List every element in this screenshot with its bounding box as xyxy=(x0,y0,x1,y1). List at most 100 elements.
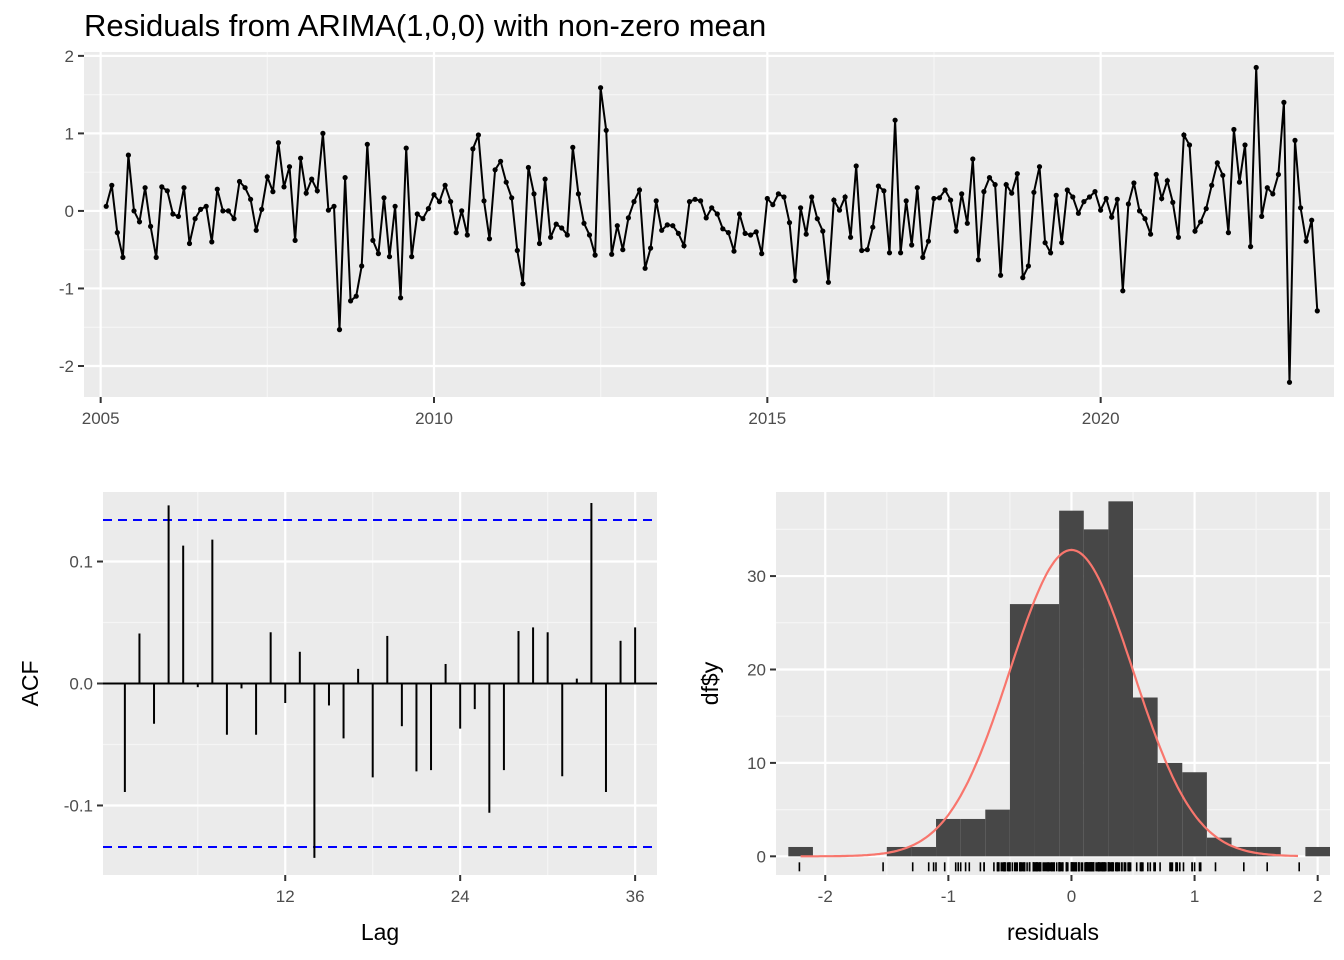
data-point xyxy=(514,247,520,254)
data-point xyxy=(392,203,398,209)
data-point xyxy=(459,208,465,214)
histogram-bar xyxy=(985,809,1010,857)
data-point xyxy=(1098,207,1104,213)
histogram-bar xyxy=(1133,697,1158,857)
data-point xyxy=(553,221,559,227)
data-point xyxy=(103,203,109,209)
data-point xyxy=(220,208,226,214)
data-point xyxy=(1225,230,1231,236)
data-point xyxy=(759,251,765,257)
data-point xyxy=(775,191,782,197)
data-point xyxy=(1014,171,1020,177)
plot-panel xyxy=(84,52,1334,397)
data-point xyxy=(231,216,237,222)
data-point xyxy=(498,158,504,164)
data-point xyxy=(248,196,254,202)
data-point xyxy=(970,156,976,162)
x-tick-label: 2 xyxy=(1313,887,1322,906)
data-point xyxy=(1314,308,1320,314)
data-point xyxy=(748,232,754,238)
data-point xyxy=(503,179,509,185)
data-point xyxy=(1275,171,1281,178)
data-point xyxy=(1081,199,1087,205)
y-tick-label: 0 xyxy=(757,847,766,866)
data-point xyxy=(1198,219,1204,225)
data-point xyxy=(1120,288,1126,294)
data-point xyxy=(1109,214,1115,220)
data-point xyxy=(520,281,526,287)
data-point xyxy=(636,187,643,193)
data-point xyxy=(709,205,715,211)
data-point xyxy=(1020,275,1026,281)
x-tick-label: 2005 xyxy=(82,409,120,428)
data-point xyxy=(936,195,943,201)
data-point xyxy=(1264,185,1270,191)
data-point xyxy=(564,232,570,238)
y-tick-label: -2 xyxy=(59,357,74,376)
data-point xyxy=(586,232,593,238)
data-point xyxy=(614,223,620,229)
data-point xyxy=(142,185,148,191)
data-point xyxy=(375,251,381,257)
data-point xyxy=(631,199,637,205)
data-point xyxy=(875,183,882,189)
data-point xyxy=(914,185,920,191)
data-point xyxy=(1209,182,1215,188)
data-point xyxy=(942,187,948,193)
data-point xyxy=(842,194,848,200)
histogram-bar xyxy=(960,818,986,857)
data-point xyxy=(781,194,787,200)
y-tick-label: 0 xyxy=(65,202,74,221)
data-point xyxy=(964,220,970,226)
data-point xyxy=(653,198,659,204)
data-point xyxy=(831,197,837,203)
x-tick-label: 36 xyxy=(626,887,645,906)
data-point xyxy=(1025,263,1031,269)
data-point xyxy=(475,132,481,138)
data-point xyxy=(786,220,793,226)
histogram-bar xyxy=(886,846,912,857)
data-point xyxy=(1192,228,1198,234)
data-point xyxy=(659,227,665,233)
data-point xyxy=(175,213,181,219)
data-point xyxy=(275,140,281,146)
data-point xyxy=(1042,240,1048,246)
data-point xyxy=(436,199,443,205)
data-point xyxy=(581,220,587,226)
data-point xyxy=(214,186,220,192)
data-point xyxy=(425,206,431,212)
data-point xyxy=(803,231,809,237)
data-point xyxy=(1131,180,1137,186)
data-point xyxy=(992,182,998,188)
data-point xyxy=(731,248,737,254)
y-tick-label: 0.1 xyxy=(69,553,93,572)
data-point xyxy=(975,257,982,263)
data-point xyxy=(1009,190,1015,196)
data-point xyxy=(1175,234,1181,240)
data-point xyxy=(1303,238,1309,244)
data-point xyxy=(1103,195,1109,202)
residuals-time-series: -2 -1 0 1 2 2005 2010 2015 2020 xyxy=(59,47,1334,428)
data-point xyxy=(453,230,459,236)
data-point xyxy=(1092,189,1098,195)
histogram-bar xyxy=(1083,529,1109,857)
y-tick-label: 0.0 xyxy=(69,675,93,694)
data-point xyxy=(1309,217,1315,223)
data-point xyxy=(109,182,115,188)
data-point xyxy=(925,238,932,244)
data-point xyxy=(892,117,898,123)
normal-density-curve xyxy=(800,548,1299,858)
data-point xyxy=(559,225,565,231)
data-point xyxy=(270,189,276,195)
data-point xyxy=(164,188,170,194)
histogram-bar xyxy=(1206,837,1232,857)
data-point xyxy=(342,175,348,181)
data-point xyxy=(236,178,243,185)
data-point xyxy=(386,254,393,260)
data-point xyxy=(486,236,493,242)
data-point xyxy=(948,197,954,203)
data-point xyxy=(286,164,293,170)
data-point xyxy=(686,199,693,205)
data-point xyxy=(253,227,259,233)
data-point xyxy=(625,215,632,221)
